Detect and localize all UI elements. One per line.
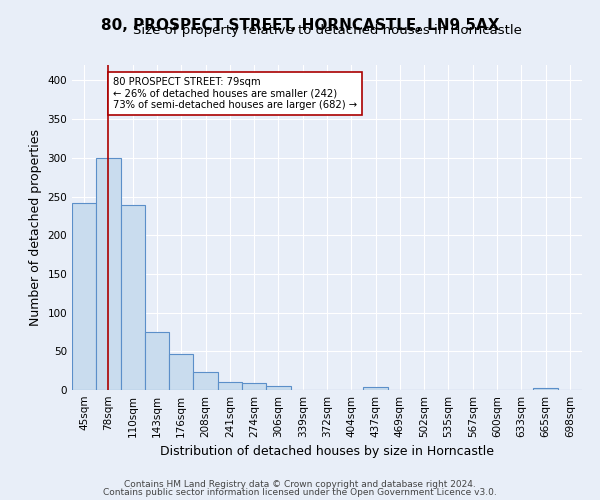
Bar: [242, 383, 266, 390]
Bar: [169, 354, 193, 390]
Bar: [364, 387, 388, 390]
Bar: [266, 386, 290, 390]
Bar: [96, 158, 121, 390]
Bar: [145, 332, 169, 390]
Bar: [533, 388, 558, 390]
Bar: [121, 205, 145, 390]
Bar: [72, 202, 96, 390]
X-axis label: Distribution of detached houses by size in Horncastle: Distribution of detached houses by size …: [160, 446, 494, 458]
Text: 80, PROSPECT STREET, HORNCASTLE, LN9 5AX: 80, PROSPECT STREET, HORNCASTLE, LN9 5AX: [101, 18, 499, 32]
Text: Contains HM Land Registry data © Crown copyright and database right 2024.: Contains HM Land Registry data © Crown c…: [124, 480, 476, 489]
Text: Contains public sector information licensed under the Open Government Licence v3: Contains public sector information licen…: [103, 488, 497, 497]
Bar: [193, 372, 218, 390]
Title: Size of property relative to detached houses in Horncastle: Size of property relative to detached ho…: [133, 24, 521, 38]
Text: 80 PROSPECT STREET: 79sqm
← 26% of detached houses are smaller (242)
73% of semi: 80 PROSPECT STREET: 79sqm ← 26% of detac…: [113, 76, 358, 110]
Bar: [218, 382, 242, 390]
Y-axis label: Number of detached properties: Number of detached properties: [29, 129, 42, 326]
